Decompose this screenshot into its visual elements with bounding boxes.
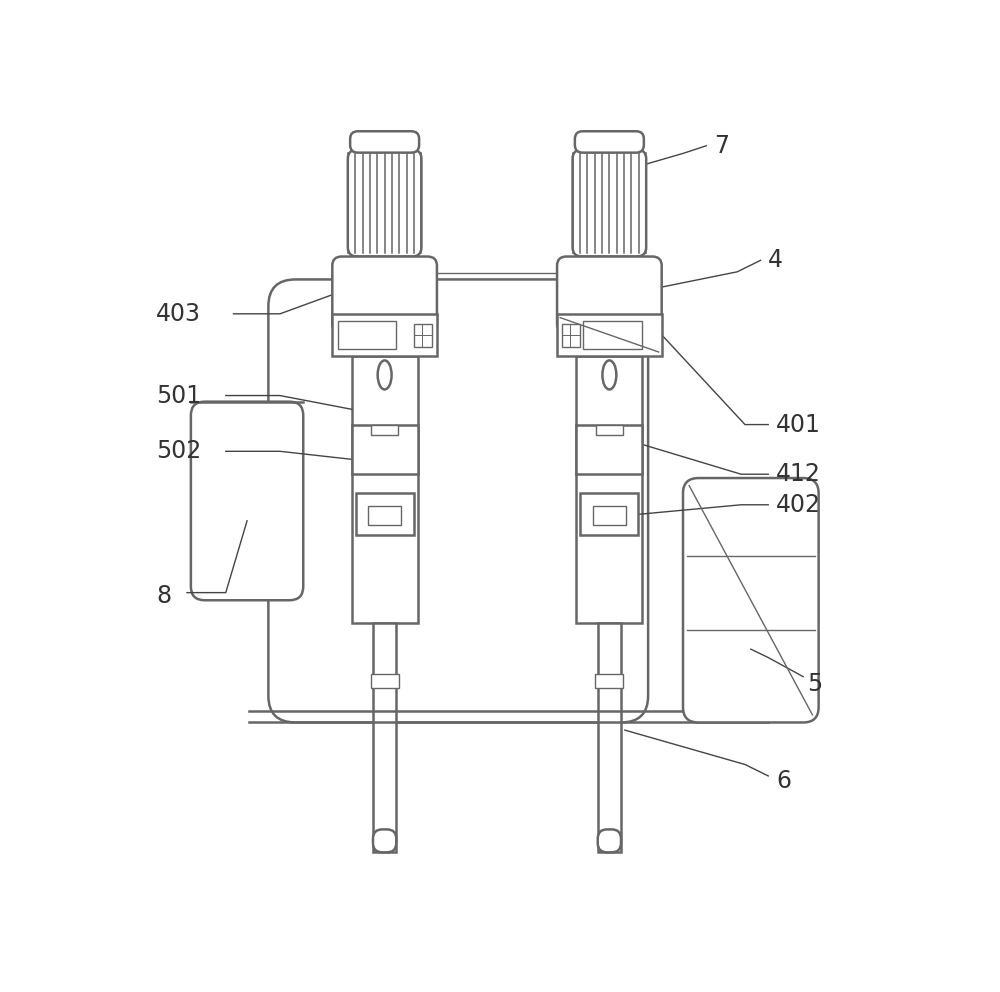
Bar: [576, 425, 642, 474]
Text: 412: 412: [776, 462, 821, 486]
FancyBboxPatch shape: [191, 402, 303, 600]
FancyBboxPatch shape: [683, 478, 819, 722]
FancyBboxPatch shape: [373, 829, 396, 852]
FancyBboxPatch shape: [350, 131, 419, 153]
FancyBboxPatch shape: [573, 150, 646, 257]
Text: 402: 402: [776, 493, 821, 517]
Bar: [583, 320, 642, 349]
Text: 4: 4: [768, 248, 783, 273]
Text: 502: 502: [156, 439, 201, 463]
Bar: [368, 506, 401, 526]
Bar: [356, 493, 414, 536]
Bar: [557, 313, 662, 356]
FancyBboxPatch shape: [332, 257, 437, 333]
Bar: [596, 425, 623, 435]
Ellipse shape: [378, 360, 392, 390]
Text: 6: 6: [776, 769, 791, 794]
Bar: [373, 623, 396, 852]
FancyBboxPatch shape: [598, 829, 621, 852]
Text: 401: 401: [776, 413, 821, 436]
FancyBboxPatch shape: [575, 131, 644, 153]
Bar: [338, 320, 396, 349]
Bar: [580, 493, 638, 536]
Ellipse shape: [602, 360, 616, 390]
Bar: [352, 356, 418, 623]
Text: 501: 501: [156, 384, 201, 408]
Text: 403: 403: [156, 302, 201, 325]
Text: 7: 7: [714, 134, 729, 158]
FancyBboxPatch shape: [557, 257, 662, 333]
Bar: [414, 323, 432, 346]
Bar: [562, 323, 580, 346]
Bar: [371, 675, 399, 688]
Text: 5: 5: [807, 673, 822, 696]
FancyBboxPatch shape: [268, 280, 648, 722]
Bar: [595, 675, 623, 688]
Bar: [371, 425, 398, 435]
FancyBboxPatch shape: [348, 150, 421, 257]
Bar: [576, 356, 642, 623]
Bar: [598, 623, 621, 852]
Bar: [332, 313, 437, 356]
Bar: [352, 425, 418, 474]
Text: 8: 8: [156, 584, 171, 608]
Bar: [593, 506, 626, 526]
